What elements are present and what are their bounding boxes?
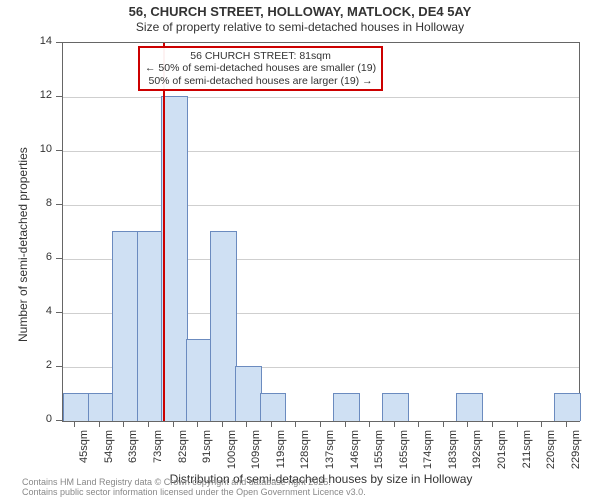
x-tick	[74, 421, 75, 427]
y-tick-label: 10	[0, 143, 52, 155]
chart-container: { "title": "56, CHURCH STREET, HOLLOWAY,…	[0, 0, 600, 500]
x-tick-label: 128sqm	[299, 430, 311, 480]
x-tick	[418, 421, 419, 427]
x-tick-label: 211sqm	[521, 430, 533, 480]
x-tick	[566, 421, 567, 427]
histogram-bar	[88, 393, 115, 421]
x-tick-label: 73sqm	[152, 430, 164, 480]
histogram-bar	[260, 393, 287, 421]
x-tick	[541, 421, 542, 427]
y-tick-label: 14	[0, 35, 52, 47]
y-tick-label: 2	[0, 359, 52, 371]
y-tick	[56, 258, 62, 259]
gridline	[63, 205, 579, 206]
histogram-bar	[382, 393, 409, 421]
gridline	[63, 97, 579, 98]
x-tick-label: 100sqm	[226, 430, 238, 480]
x-tick	[197, 421, 198, 427]
histogram-bar	[456, 393, 483, 421]
attribution: Contains HM Land Registry data © Crown c…	[22, 478, 366, 498]
y-tick	[56, 96, 62, 97]
x-tick-label: 201sqm	[496, 430, 508, 480]
y-tick	[56, 42, 62, 43]
reference-marker-line	[163, 43, 165, 421]
x-tick	[517, 421, 518, 427]
chart-title: 56, CHURCH STREET, HOLLOWAY, MATLOCK, DE…	[0, 4, 600, 20]
x-tick-label: 109sqm	[250, 430, 262, 480]
x-tick-label: 54sqm	[103, 430, 115, 480]
x-tick	[123, 421, 124, 427]
x-tick-label: 220sqm	[545, 430, 557, 480]
x-tick-label: 146sqm	[349, 430, 361, 480]
y-tick	[56, 312, 62, 313]
x-tick	[320, 421, 321, 427]
y-tick-label: 6	[0, 251, 52, 263]
y-tick	[56, 150, 62, 151]
x-tick-label: 45sqm	[78, 430, 90, 480]
histogram-bar	[161, 96, 188, 421]
chart-subtitle: Size of property relative to semi-detach…	[0, 20, 600, 34]
chart-titles: 56, CHURCH STREET, HOLLOWAY, MATLOCK, DE…	[0, 4, 600, 34]
histogram-bar	[210, 231, 237, 421]
x-tick-label: 119sqm	[275, 430, 287, 480]
x-tick-label: 183sqm	[447, 430, 459, 480]
x-tick-label: 192sqm	[471, 430, 483, 480]
annotation-line-3: 50% of semi-detached houses are larger (…	[145, 75, 376, 87]
histogram-bar	[186, 339, 213, 421]
x-tick-label: 155sqm	[373, 430, 385, 480]
x-tick-label: 229sqm	[570, 430, 582, 480]
x-tick-label: 137sqm	[324, 430, 336, 480]
attribution-line-2: Contains public sector information licen…	[22, 488, 366, 498]
annotation-line-1: 56 CHURCH STREET: 81sqm	[145, 50, 376, 62]
annotation-line-2: ← 50% of semi-detached houses are smalle…	[145, 62, 376, 74]
histogram-bar	[112, 231, 139, 421]
gridline	[63, 151, 579, 152]
x-tick-label: 165sqm	[398, 430, 410, 480]
x-tick	[271, 421, 272, 427]
histogram-bar	[63, 393, 90, 421]
histogram-bar	[137, 231, 164, 421]
x-tick	[467, 421, 468, 427]
y-tick	[56, 420, 62, 421]
y-tick-label: 12	[0, 89, 52, 101]
x-tick	[246, 421, 247, 427]
x-tick	[369, 421, 370, 427]
y-tick-label: 8	[0, 197, 52, 209]
y-tick	[56, 204, 62, 205]
x-tick-label: 174sqm	[422, 430, 434, 480]
x-tick-label: 82sqm	[177, 430, 189, 480]
x-tick	[222, 421, 223, 427]
x-tick	[99, 421, 100, 427]
x-tick	[295, 421, 296, 427]
annotation-box: 56 CHURCH STREET: 81sqm← 50% of semi-det…	[138, 46, 383, 91]
x-tick-label: 91sqm	[201, 430, 213, 480]
y-tick-label: 0	[0, 413, 52, 425]
plot-area: 56 CHURCH STREET: 81sqm← 50% of semi-det…	[62, 42, 580, 422]
x-tick	[443, 421, 444, 427]
y-tick-label: 4	[0, 305, 52, 317]
x-tick	[394, 421, 395, 427]
x-tick	[492, 421, 493, 427]
x-tick	[148, 421, 149, 427]
histogram-bar	[235, 366, 262, 421]
x-tick	[345, 421, 346, 427]
histogram-bar	[554, 393, 581, 421]
y-tick	[56, 366, 62, 367]
histogram-bar	[333, 393, 360, 421]
x-tick	[173, 421, 174, 427]
x-tick-label: 63sqm	[127, 430, 139, 480]
